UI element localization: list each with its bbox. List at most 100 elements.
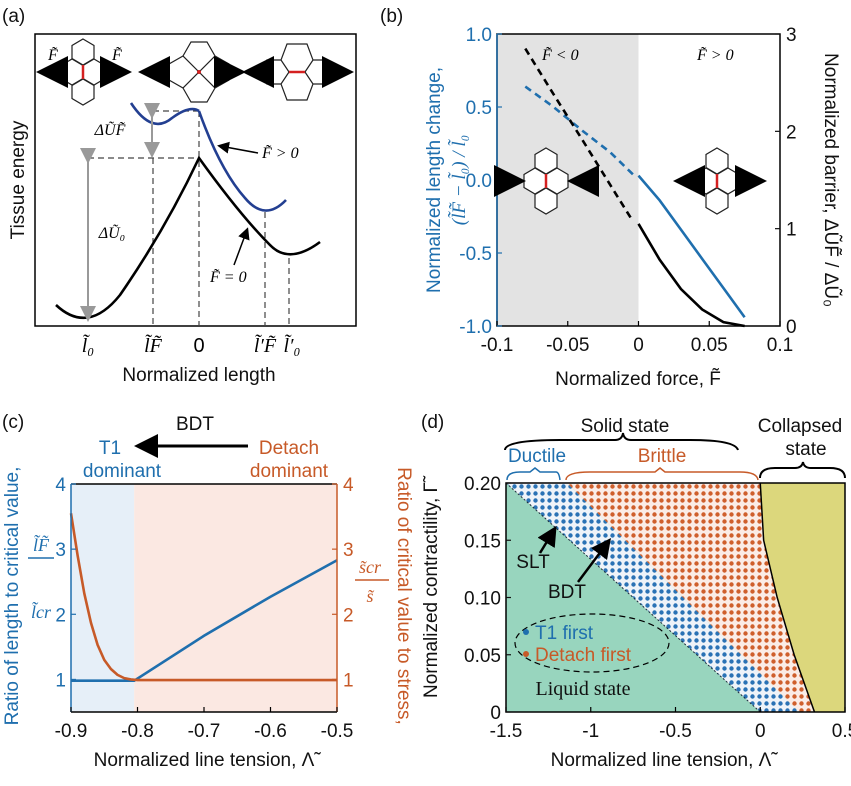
panel-b-series bbox=[524, 47, 746, 328]
t1-label: T1 bbox=[99, 438, 121, 459]
liquid-state-label: Liquid state bbox=[536, 678, 631, 700]
ductile-label: Ductile bbox=[508, 446, 566, 467]
y-tick-label: 0.20 bbox=[464, 474, 501, 495]
force-label-left: F̃ bbox=[47, 46, 58, 64]
energy-curve-F-zero bbox=[55, 155, 321, 320]
x-tick-label: -0.8 bbox=[121, 721, 154, 742]
tick-lF: l̃F̃ bbox=[144, 333, 163, 357]
solid-state-label: Solid state bbox=[581, 416, 670, 437]
solid-state-brace bbox=[504, 432, 739, 451]
F-positive-pointer bbox=[217, 141, 259, 154]
collapse-boundary bbox=[759, 482, 816, 713]
panel-a: (a) ΔŨF̃ ΔŨ₀ F̃ > 0 F̃ = 0 bbox=[2, 6, 357, 386]
y2-tick-label: 3 bbox=[786, 25, 797, 46]
x-tick-label: 0 bbox=[633, 335, 644, 356]
collapsed-state-label-1: Collapsed bbox=[758, 416, 843, 437]
y2-tick-label: 2 bbox=[343, 605, 354, 626]
annotation-F-negative: F̃ < 0 bbox=[541, 46, 579, 64]
y-tick-label: 1 bbox=[55, 670, 66, 691]
panel-d: (d) -1.5 -1 -0.5 0 0.5 0 0.05 0.10 0.15 0.20 Soli… bbox=[421, 412, 851, 771]
panel-b-ylabel-formula: (l̃F̃ − l̃₀) / l̃₀ bbox=[448, 135, 470, 225]
x-tick-label: -0.05 bbox=[546, 335, 589, 356]
guide-lines bbox=[88, 110, 290, 326]
ratio-denominator: l̃cr bbox=[31, 601, 52, 622]
x-tick-label: -0.7 bbox=[188, 721, 221, 742]
delta-UF-label: ΔŨF̃ bbox=[94, 121, 126, 139]
collapsed-state-label-2: state bbox=[785, 439, 826, 460]
t1-dominant-label: dominant bbox=[83, 461, 162, 482]
ductile-brace bbox=[506, 467, 561, 481]
y-tick-label: 0.05 bbox=[464, 646, 501, 667]
y2-tick-label: 3 bbox=[343, 540, 354, 561]
y-tick-label: 0 bbox=[490, 703, 501, 724]
x-tick-label: 0.1 bbox=[767, 335, 793, 356]
y-tick-label: 1.0 bbox=[466, 25, 492, 46]
stress-ratio-numerator: s̃cr bbox=[359, 557, 382, 577]
panel-a-tag: (a) bbox=[2, 6, 25, 27]
panel-d-tag: (d) bbox=[421, 412, 444, 433]
panel-b-tag: (b) bbox=[380, 6, 403, 27]
stress-ratio-denominator: s̃ bbox=[366, 586, 375, 606]
panel-c-ylabel: Ratio of length to critical value, bbox=[2, 467, 23, 726]
panel-a-xlabel: Normalized length bbox=[122, 365, 275, 386]
barrier-solid-line bbox=[637, 223, 745, 328]
panel-d-ylabel: Normalized contractility, Γ̃ bbox=[421, 475, 442, 698]
stretched-cell-cluster-icon bbox=[694, 147, 740, 215]
delta-U0-label: ΔŨ₀ bbox=[98, 224, 126, 242]
panel-a-ylabel: Tissue energy bbox=[8, 120, 29, 239]
x-tick-label: 0.5 bbox=[832, 721, 851, 742]
cell-cluster-horizontal-edge-icon bbox=[266, 43, 328, 101]
ratio-numerator: l̃F̃ bbox=[33, 534, 50, 555]
panel-c-xlabel: Normalized line tension, Λ̃ bbox=[94, 750, 322, 771]
legend-box bbox=[514, 613, 670, 673]
length-ratio-line bbox=[71, 559, 338, 683]
panel-b-xlabel: Normalized force, F̃ bbox=[555, 368, 721, 390]
energy-curve-F-positive bbox=[129, 102, 287, 212]
y-tick-label: 0.10 bbox=[464, 589, 501, 610]
y2-tick-label: 2 bbox=[786, 122, 797, 143]
slt-label: SLT bbox=[516, 552, 550, 573]
y2-tick-label: 1 bbox=[786, 220, 797, 241]
x-tick-label: -0.9 bbox=[55, 721, 88, 742]
F-positive-label: F̃ > 0 bbox=[261, 144, 299, 162]
x-tick-label: -1.5 bbox=[490, 721, 523, 742]
ductile-t1-first-region bbox=[506, 483, 800, 712]
stress-ratio-line bbox=[69, 513, 337, 682]
t1-dominant-shade bbox=[71, 484, 135, 712]
y-tick-label: -0.5 bbox=[459, 244, 492, 265]
x-tick-label: -0.5 bbox=[659, 721, 692, 742]
cell-cluster-vertical-edge-icon bbox=[60, 38, 106, 106]
y2-tick-label: 0 bbox=[786, 317, 797, 338]
panel-c-tag: (c) bbox=[2, 412, 24, 433]
panel-b-ylabel: Normalized length change, bbox=[424, 67, 445, 293]
cell-cluster-fourfold-vertex-icon bbox=[168, 41, 230, 103]
detach-dominant-shade bbox=[134, 484, 337, 712]
y-tick-label: 0.15 bbox=[464, 531, 501, 552]
brittle-brace bbox=[565, 467, 759, 481]
panel-b-ticks: -0.1 -0.05 0 0.05 0.1 -1.0 -0.5 0.0 0.5 1.0 0 1 2 3 bbox=[459, 25, 796, 356]
y-tick-label: -1.0 bbox=[459, 317, 492, 338]
panel-c-series bbox=[69, 513, 338, 683]
x-tick-label: -1 bbox=[582, 721, 599, 742]
panel-a-frame bbox=[34, 33, 357, 327]
panel-c-y2label: Ratio of critical value to stress, bbox=[393, 467, 414, 725]
force-label-right: F̃ bbox=[111, 46, 122, 64]
annotation-F-positive: F̃ > 0 bbox=[696, 46, 734, 64]
bdt-pointer bbox=[577, 538, 611, 583]
detach-label: Detach bbox=[259, 438, 319, 459]
y2-tick-label: 1 bbox=[343, 670, 354, 691]
compressed-cell-cluster-icon bbox=[523, 147, 569, 215]
y-tick-label: 3 bbox=[55, 540, 66, 561]
x-tick-label: -0.1 bbox=[481, 335, 514, 356]
tick-l0: l̃₀ bbox=[82, 333, 95, 357]
length-change-solid-line bbox=[637, 174, 746, 319]
y-tick-label: 0.0 bbox=[466, 171, 492, 192]
F-zero-pointer bbox=[233, 227, 250, 266]
legend-t1-first: T1 first bbox=[535, 623, 594, 644]
panel-d-ticks: -1.5 -1 -0.5 0 0.5 0 0.05 0.10 0.15 0.20 bbox=[464, 474, 851, 742]
panel-b: (b) -0.1 -0.05 0 0.05 0.1 -1.0 -0.5 0.0 0.5 1.0 0 1… bbox=[380, 6, 842, 390]
y-tick-label: 4 bbox=[55, 475, 66, 496]
legend-detach-first: Detach first bbox=[535, 645, 632, 666]
